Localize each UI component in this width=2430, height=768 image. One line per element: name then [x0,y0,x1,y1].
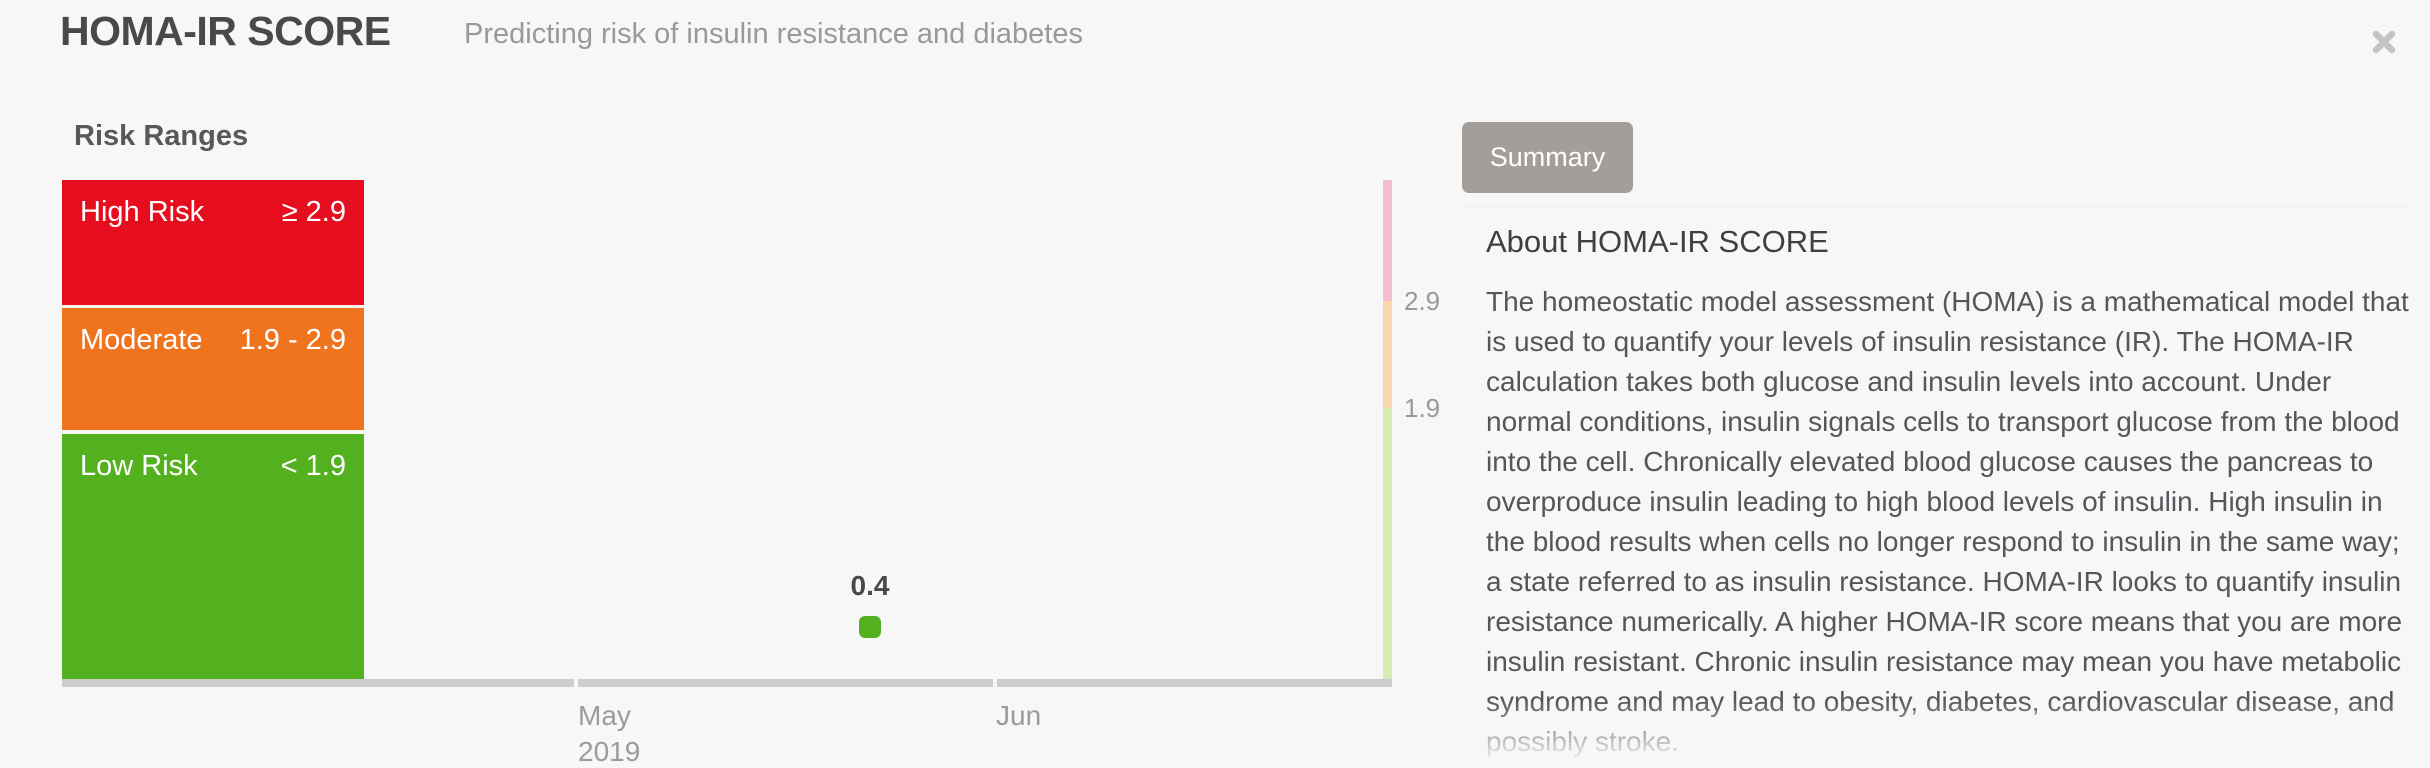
x-tick-month: May [578,700,631,731]
close-button[interactable] [2360,18,2408,66]
x-axis-segment [62,679,574,687]
x-tick-year: 2019 [578,736,641,767]
y-strip-moderate-risk [1383,301,1392,408]
risk-band-high: High Risk ≥ 2.9 [62,180,364,305]
risk-ranges-title: Risk Ranges [74,120,249,152]
y-strip-high-risk [1383,180,1392,301]
y-threshold-label: 2.9 [1404,286,1441,316]
x-axis-segment [578,679,993,687]
risk-band-label: Low Risk [80,450,198,482]
y-strip-low-risk [1383,408,1392,679]
close-icon [2372,30,2396,54]
risk-band-range: < 1.9 [280,450,346,482]
risk-band-label: High Risk [80,196,205,228]
risk-band-label: Moderate [80,324,203,356]
panel-divider [1462,206,2410,207]
page-subtitle: Predicting risk of insulin resistance an… [464,18,1083,50]
x-tick-jun: Jun [996,698,1041,734]
x-tick-may: May 2019 [578,698,640,768]
about-body-text: The homeostatic model assessment (HOMA) … [1486,286,2409,757]
x-axis-segment [997,679,1392,687]
risk-band-moderate: Moderate 1.9 - 2.9 [62,308,364,430]
risk-band-low: Low Risk < 1.9 [62,434,364,679]
y-threshold-label: 1.9 [1404,393,1441,423]
risk-band-range: ≥ 2.9 [281,196,346,228]
tab-summary[interactable]: Summary [1462,122,1633,193]
x-tick-month: Jun [996,700,1042,731]
page-title: HOMA-IR SCORE [60,8,391,54]
data-point-value: 0.4 [850,570,890,601]
about-heading: About HOMA-IR SCORE [1486,224,1829,259]
risk-band-range: 1.9 - 2.9 [239,324,346,356]
data-point-marker[interactable] [859,616,881,638]
